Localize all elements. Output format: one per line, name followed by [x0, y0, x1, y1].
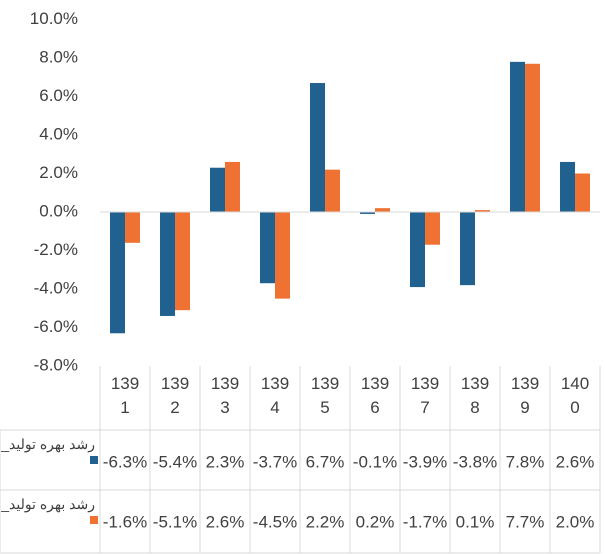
- bar: [210, 167, 225, 212]
- bar: [325, 169, 340, 212]
- value-label: -4.5%: [253, 512, 297, 531]
- x-tick-label: 1400: [560, 374, 590, 417]
- y-tick-label: -6.0%: [34, 317, 78, 336]
- x-tick-label: 1398: [460, 374, 490, 417]
- bar: [575, 173, 590, 212]
- x-tick-label: 1392: [160, 374, 190, 417]
- value-label: 0.1%: [456, 512, 495, 531]
- y-tick-label: 8.0%: [39, 47, 78, 66]
- value-label: 7.8%: [506, 452, 545, 471]
- x-tick-label: 1396: [360, 374, 390, 417]
- value-label: 2.2%: [306, 512, 345, 531]
- value-label: -3.8%: [453, 452, 497, 471]
- value-label: -5.4%: [153, 452, 197, 471]
- y-tick-label: 4.0%: [39, 124, 78, 143]
- bar: [560, 161, 575, 212]
- bar: [375, 208, 390, 212]
- bar: [160, 212, 175, 316]
- bar: [510, 61, 525, 212]
- bar: [525, 63, 540, 213]
- y-tick-label: -8.0%: [34, 355, 78, 374]
- y-tick-label: 10.0%: [30, 9, 78, 28]
- value-label: 2.0%: [556, 512, 595, 531]
- legend-key: [90, 516, 98, 524]
- y-tick-label: 0.0%: [39, 201, 78, 220]
- legend-label: رشد بهره تولید_: [1, 496, 95, 512]
- value-label: 2.6%: [206, 512, 245, 531]
- x-tick-label: 1399: [510, 374, 540, 417]
- bar: [460, 212, 475, 286]
- legend-label: رشد بهره تولید_: [1, 436, 95, 452]
- value-label: 6.7%: [306, 452, 345, 471]
- x-tick-label: 1391: [110, 374, 140, 417]
- x-tick-label: 1394: [260, 374, 290, 417]
- value-label: -1.7%: [403, 512, 447, 531]
- bar: [125, 212, 140, 243]
- value-label: -5.1%: [153, 512, 197, 531]
- value-label: -3.7%: [253, 452, 297, 471]
- bar: [275, 212, 290, 299]
- bar: [110, 212, 125, 334]
- value-label: -1.6%: [103, 512, 147, 531]
- value-label: -3.9%: [403, 452, 447, 471]
- value-label: -0.1%: [353, 452, 397, 471]
- legend-key: [90, 456, 98, 464]
- x-tick-label: 1397: [410, 374, 440, 417]
- value-label: 2.3%: [206, 452, 245, 471]
- bar: [310, 83, 325, 213]
- y-tick-label: -4.0%: [34, 278, 78, 297]
- value-label: 0.2%: [356, 512, 395, 531]
- value-label: 7.7%: [506, 512, 545, 531]
- x-tick-label: 1395: [310, 374, 340, 417]
- bar: [475, 210, 490, 212]
- value-label: -6.3%: [103, 452, 147, 471]
- bar: [225, 161, 240, 212]
- bar: [360, 212, 375, 214]
- bar: [410, 212, 425, 288]
- bar: [260, 212, 275, 284]
- y-tick-label: 2.0%: [39, 163, 78, 182]
- value-label: 2.6%: [556, 452, 595, 471]
- bar: [425, 212, 440, 245]
- bar: [175, 212, 190, 311]
- y-tick-label: 6.0%: [39, 86, 78, 105]
- x-tick-label: 1393: [210, 374, 240, 417]
- y-tick-label: -2.0%: [34, 240, 78, 259]
